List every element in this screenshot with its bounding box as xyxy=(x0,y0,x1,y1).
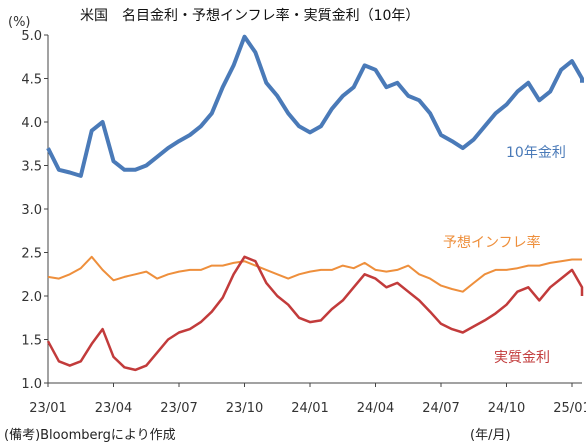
x-tick-label: 23/10 xyxy=(226,401,263,416)
y-tick-label: 2.0 xyxy=(21,290,42,305)
y-tick-label: 1.5 xyxy=(21,334,42,349)
y-tick-label: 2.5 xyxy=(21,247,42,262)
y-tick-label: 4.0 xyxy=(21,116,42,131)
x-tick-label: 24/04 xyxy=(357,401,394,416)
x-tick-label: 24/10 xyxy=(488,401,525,416)
x-tick-label: 24/01 xyxy=(291,401,328,416)
y-tick-label: 1.0 xyxy=(21,377,42,392)
series-line-real xyxy=(46,255,584,372)
series-lines xyxy=(46,34,584,372)
x-axis-label: (年/月) xyxy=(470,428,511,443)
x-tick-label: 23/04 xyxy=(95,401,132,416)
y-tick-label: 3.0 xyxy=(21,203,42,218)
x-tick-label: 23/07 xyxy=(160,401,197,416)
x-tick-label: 23/01 xyxy=(29,401,66,416)
series-line-nominal xyxy=(46,34,584,178)
x-tick-labels: 23/01 23/04 23/07 23/10 24/01 24/04 24/07 24/10… xyxy=(29,383,586,416)
x-tick-label: 25/01 xyxy=(553,401,586,416)
series-label-inflation: 予想インフレ率 xyxy=(443,234,541,251)
y-tick-label: 4.5 xyxy=(21,73,42,88)
series-label-real: 実質金利 xyxy=(494,350,550,366)
y-axis-label: (%) xyxy=(8,15,31,30)
y-tick-labels: 1.0 1.5 2.0 2.5 3.0 3.5 4.0 4.5 5.0 xyxy=(21,29,48,392)
chart-title: 米国 名目金利・予想インフレ率・実質金利（10年） xyxy=(80,7,419,24)
series-line-inflation xyxy=(47,255,582,293)
x-tick-label: 24/07 xyxy=(422,401,459,416)
y-tick-label: 3.5 xyxy=(21,160,42,175)
y-tick-label: 5.0 xyxy=(21,29,42,44)
series-label-nominal: 10年金利 xyxy=(506,145,566,161)
source-note: (備考)Bloombergにより作成 xyxy=(4,427,176,443)
